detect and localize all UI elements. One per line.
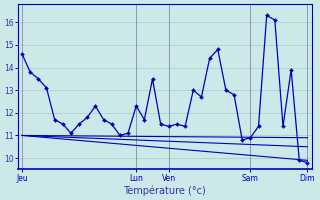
X-axis label: Température (°c): Température (°c) — [124, 185, 206, 196]
